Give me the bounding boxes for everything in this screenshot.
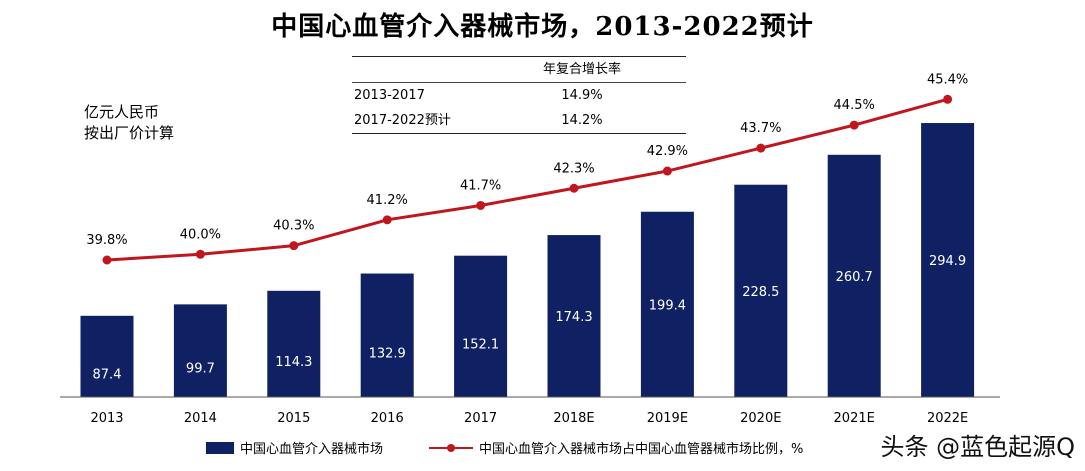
cagr-row: 2017-2022预计 14.2% — [352, 108, 686, 133]
cagr-header-rule — [352, 82, 686, 83]
line-point — [662, 166, 672, 176]
bar-value-label: 260.7 — [836, 270, 873, 285]
cagr-header-row: 年复合增长率 — [352, 57, 686, 82]
x-tick-label: 2015 — [277, 411, 310, 426]
line-point — [382, 215, 392, 225]
bar-value-label: 199.4 — [649, 298, 686, 313]
line-value-label: 41.7% — [460, 178, 501, 193]
cagr-rate: 14.2% — [561, 113, 603, 128]
bar-value-label: 228.5 — [742, 285, 779, 300]
bar — [547, 235, 601, 397]
cagr-period: 2013-2017 — [354, 88, 425, 103]
bar — [267, 290, 321, 397]
unit-note: 亿元人民币 按出厂价计算 — [84, 102, 174, 144]
legend-line-label: 中国心血管介入器械市场占中国心血管器械市场比例，% — [479, 442, 804, 457]
bar — [173, 304, 227, 397]
x-tick-label: 2014 — [184, 411, 217, 426]
legend-line-swatch — [429, 442, 474, 454]
x-tick-label: 2019E — [647, 411, 688, 426]
line-value-label: 42.9% — [647, 144, 688, 159]
line-point — [102, 255, 112, 265]
watermark: 头条 @蓝色起源Q — [880, 433, 1075, 461]
x-tick-label: 2021E — [834, 411, 875, 426]
bar — [734, 184, 788, 397]
x-tick-label: 2022E — [927, 411, 968, 426]
bar-value-label: 152.1 — [462, 337, 499, 352]
bar-value-label: 294.9 — [929, 254, 966, 269]
bar — [827, 154, 881, 397]
legend: 中国心血管介入器械市场 中国心血管介入器械市场占中国心血管器械市场比例，% — [206, 438, 803, 457]
chart-title: 中国心血管介入器械市场，2013-2022预计 — [271, 12, 814, 42]
cagr-bottom-rule — [352, 133, 686, 134]
bar-value-label: 132.9 — [369, 346, 406, 361]
bar — [454, 255, 508, 397]
line-value-label: 43.7% — [740, 121, 781, 136]
line-value-label: 41.2% — [367, 193, 408, 208]
x-tick-label: 2016 — [371, 411, 404, 426]
line-value-label: 44.5% — [834, 98, 875, 113]
cagr-row: 2013-2017 14.9% — [352, 83, 686, 108]
x-tick-label: 2020E — [740, 411, 781, 426]
line-point — [476, 200, 486, 210]
line-point — [195, 249, 205, 259]
cagr-rate: 14.9% — [561, 88, 603, 103]
bar-value-label: 174.3 — [555, 310, 592, 325]
line-series — [106, 97, 948, 262]
legend-item-bar: 中国心血管介入器械市场 — [206, 438, 383, 457]
line-point — [569, 183, 579, 193]
line-value-label: 42.3% — [553, 161, 594, 176]
legend-bar-swatch — [206, 441, 234, 454]
bar-value-label: 99.7 — [186, 362, 215, 377]
cagr-top-rule — [352, 56, 686, 57]
cagr-header: 年复合增长率 — [542, 62, 621, 77]
x-tick-label: 2018E — [553, 411, 594, 426]
bar — [80, 315, 134, 397]
line-value-label: 39.8% — [86, 233, 127, 248]
line-value-label: 40.0% — [180, 227, 221, 242]
legend-bar-label: 中国心血管介入器械市场 — [240, 442, 384, 457]
line-value-label: 40.3% — [273, 219, 314, 234]
bar — [640, 211, 694, 397]
bar — [921, 123, 975, 398]
cagr-table: 年复合增长率 2013-2017 14.9% 2017-2022预计 14.2% — [352, 56, 686, 134]
unit-line-2: 按出厂价计算 — [84, 124, 175, 142]
legend-item-line: 中国心血管介入器械市场占中国心血管器械市场比例，% — [429, 438, 803, 457]
line-point — [943, 94, 953, 104]
bar-value-label: 87.4 — [93, 367, 122, 382]
cagr-period: 2017-2022预计 — [354, 113, 451, 128]
bar — [360, 273, 414, 397]
line-point — [756, 143, 766, 153]
line-point — [849, 120, 859, 130]
line-point — [289, 241, 299, 251]
x-tick-label: 2017 — [464, 411, 497, 426]
x-tick-label: 2013 — [90, 411, 123, 426]
line-value-label: 45.4% — [927, 72, 968, 87]
bar-value-label: 114.3 — [275, 355, 312, 370]
unit-line-1: 亿元人民币 — [84, 103, 160, 121]
